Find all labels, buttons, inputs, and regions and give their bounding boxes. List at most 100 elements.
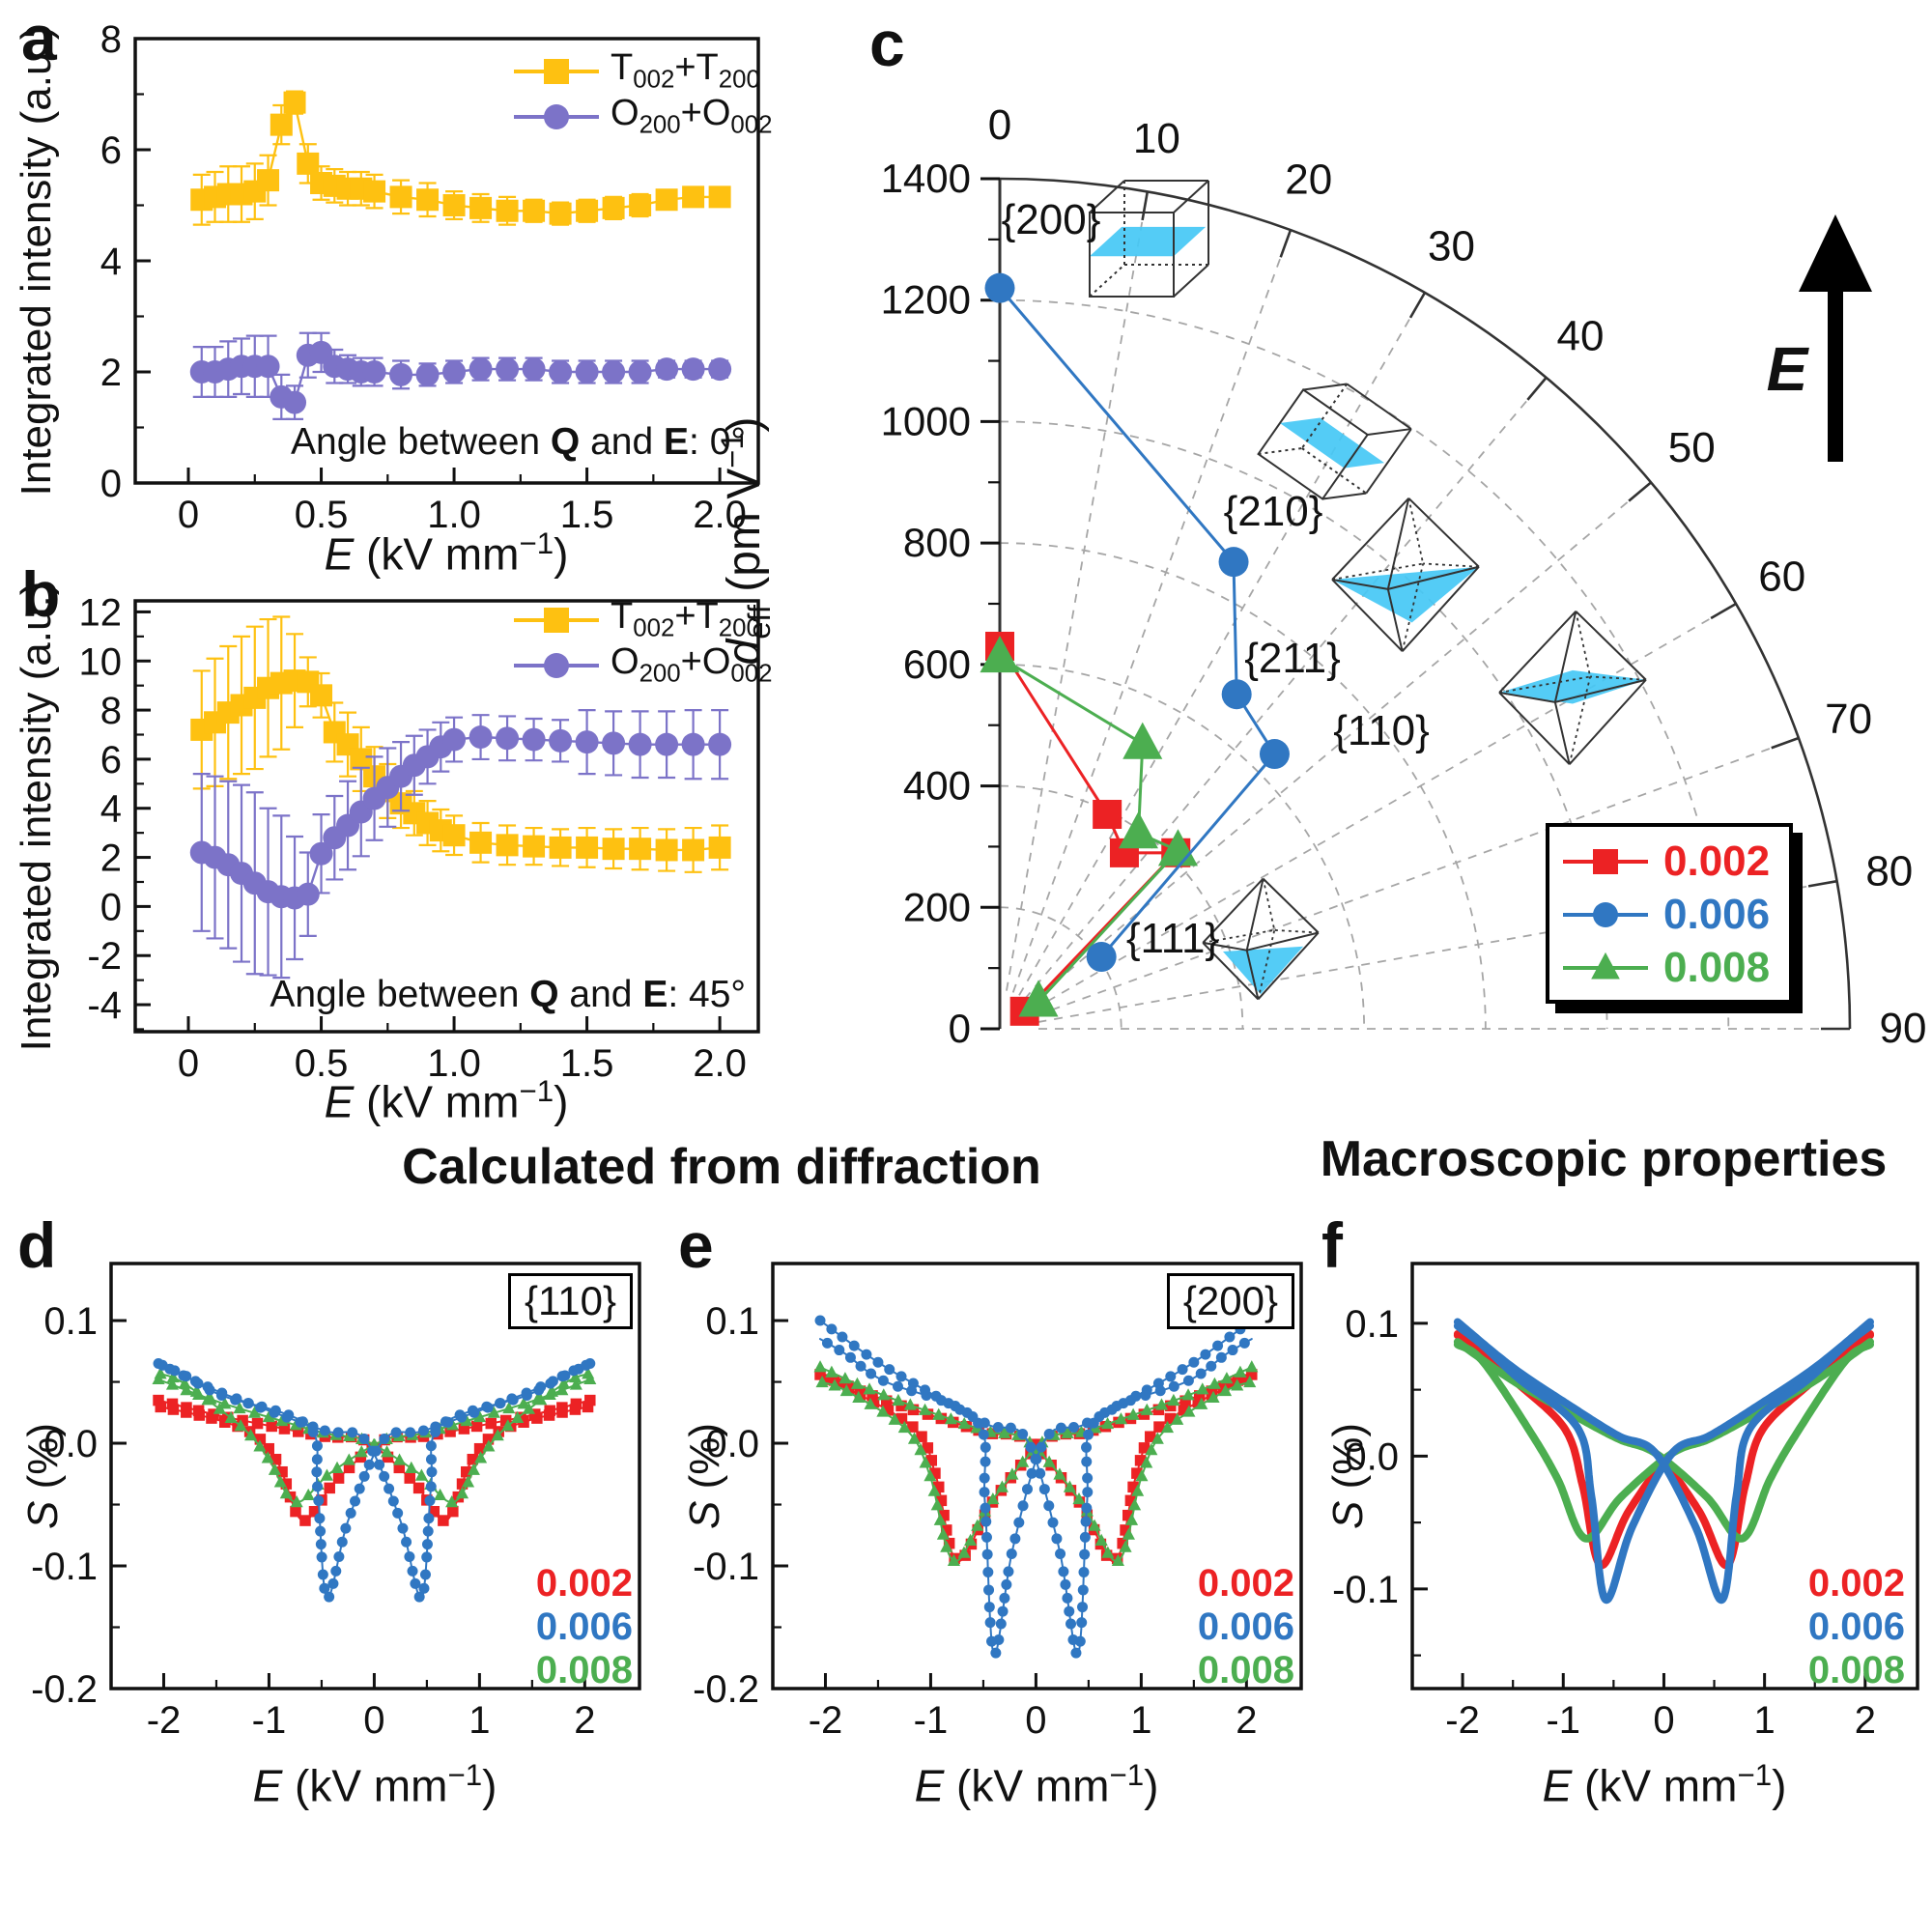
svg-text:-0.2: -0.2 [31, 1668, 98, 1711]
svg-text:80: 80 [1865, 848, 1913, 895]
circle-legend-marker [514, 652, 599, 678]
x-axis-label-f: E (kV mm−1) [1542, 1758, 1787, 1811]
svg-text:-1: -1 [914, 1699, 949, 1742]
svg-text:-0.2: -0.2 [693, 1668, 759, 1711]
svg-text:1.0: 1.0 [427, 494, 481, 536]
svg-text:-1: -1 [1546, 1699, 1580, 1742]
svg-text:-1: -1 [252, 1699, 287, 1742]
svg-text:600: 600 [903, 641, 971, 687]
series-0008 [152, 1367, 597, 1508]
triangle-legend-marker [1563, 952, 1648, 979]
legend-b: T002+T200 O200+O002 [510, 596, 773, 688]
x-axis-label-e: E (kV mm−1) [914, 1758, 1159, 1811]
svg-text:40: 40 [1557, 313, 1605, 360]
svg-text:400: 400 [903, 763, 971, 809]
svg-text:800: 800 [903, 520, 971, 565]
crystal-cube-icon [1257, 383, 1412, 500]
svg-text:2: 2 [100, 838, 122, 880]
crystal-plane-label: {200} [1001, 196, 1101, 243]
svg-text:12: 12 [79, 591, 123, 634]
square-legend-marker [514, 58, 599, 84]
svg-text:2.0: 2.0 [693, 1042, 747, 1085]
crystal-plane-label: {111} [1125, 915, 1220, 962]
svg-text:1: 1 [469, 1699, 490, 1742]
series-0006 [1453, 1318, 1874, 1605]
svg-text:0.1: 0.1 [705, 1300, 759, 1343]
legend-e: 0.002 0.006 0.008 [1198, 1562, 1294, 1692]
series-0006 [153, 1357, 596, 1603]
legend-value: 0.008 [1197, 1649, 1294, 1691]
legend-value: 0.008 [1807, 1649, 1905, 1691]
legend-item: T002+T200 [510, 47, 773, 94]
panel-label-d: d [17, 1209, 57, 1281]
svg-text:6: 6 [100, 129, 122, 172]
svg-text:0: 0 [363, 1699, 384, 1742]
legend-f: 0.002 0.006 0.008 [1808, 1562, 1905, 1692]
e-field-arrow [1799, 214, 1872, 462]
series-t002-t200 [190, 615, 731, 873]
legend-item: 0.002 [1549, 835, 1789, 888]
section-title-macroscopic: Macroscopic properties [1320, 1131, 1888, 1187]
svg-text:1.5: 1.5 [560, 494, 614, 536]
series-0008 [813, 1360, 1259, 1566]
svg-text:30: 30 [1428, 222, 1475, 270]
svg-text:1.5: 1.5 [560, 1042, 614, 1085]
svg-text:8: 8 [100, 18, 122, 61]
svg-text:0.5: 0.5 [295, 1042, 349, 1085]
polar-series-0006 [984, 272, 1290, 973]
panel-label-e: e [678, 1209, 714, 1281]
svg-text:-2: -2 [87, 935, 122, 978]
panel-a-graphics: 0 0.5 1.0 1.5 2.0 0 2 4 6 8 [100, 18, 760, 536]
crystal-plane-label: {211} [1244, 635, 1341, 682]
panel-label-f: f [1321, 1209, 1343, 1281]
legend-d: 0.002 0.006 0.008 [536, 1562, 633, 1692]
panel-label-b: b [21, 558, 61, 630]
svg-text:0.1: 0.1 [1345, 1303, 1399, 1346]
svg-text:2: 2 [1236, 1699, 1257, 1742]
legend-c: 0.002 0.006 0.008 [1546, 823, 1793, 1004]
svg-text:20: 20 [1285, 156, 1332, 203]
svg-text:0: 0 [988, 101, 1011, 149]
series-o200-o002 [189, 331, 732, 420]
svg-text:0.0: 0.0 [705, 1423, 759, 1465]
x-axis-label-d: E (kV mm−1) [252, 1758, 497, 1811]
svg-text:60: 60 [1758, 554, 1805, 601]
crystal-octahedron-icon [1202, 877, 1320, 1001]
plane-tag-d: {110} [507, 1273, 633, 1329]
svg-text:4: 4 [100, 788, 122, 831]
annotation-angle-a: Angle between Q and E: 0° [291, 421, 746, 463]
svg-text:8: 8 [100, 690, 122, 732]
svg-text:0: 0 [100, 886, 122, 928]
svg-text:1: 1 [1130, 1699, 1151, 1742]
svg-text:4: 4 [100, 241, 122, 283]
svg-text:0: 0 [1653, 1699, 1674, 1742]
legend-value: 0.002 [1807, 1562, 1905, 1605]
svg-text:0.5: 0.5 [295, 494, 349, 536]
svg-text:0.0: 0.0 [43, 1423, 98, 1465]
svg-text:-0.1: -0.1 [1332, 1569, 1399, 1611]
legend-a: T002+T200 O200+O002 [510, 47, 773, 139]
svg-text:-0.1: -0.1 [693, 1546, 759, 1588]
panel-e-graphics: -2 -1 0 1 2 0.1 0.0 -0.1 -0.2 [693, 1262, 1303, 1742]
legend-value: 0.006 [1197, 1605, 1294, 1648]
svg-text:1000: 1000 [881, 398, 971, 443]
panel-label-c: c [869, 8, 905, 79]
x-axis-label-b: E (kV mm−1) [324, 1074, 569, 1127]
series-t002-t200 [190, 90, 731, 226]
circle-legend-marker [514, 103, 599, 129]
crystal-cube-icon [1089, 180, 1209, 298]
legend-value: 0.008 [535, 1649, 633, 1691]
x-axis-label-a: E (kV mm−1) [324, 526, 569, 580]
legend-item: T002+T200 [510, 596, 773, 642]
crystal-plane-label: {210} [1223, 488, 1323, 535]
svg-text:-4: -4 [87, 984, 122, 1027]
legend-value: 0.006 [1807, 1605, 1905, 1648]
svg-text:90: 90 [1880, 1005, 1927, 1052]
svg-text:-2: -2 [147, 1699, 182, 1742]
crystal-octahedron-icon [1331, 497, 1480, 652]
legend-item: O200+O002 [510, 93, 773, 139]
panel-d-graphics: -2 -1 0 1 2 0.1 0.0 -0.1 -0.2 [31, 1262, 641, 1742]
legend-item: 0.008 [1549, 941, 1789, 994]
